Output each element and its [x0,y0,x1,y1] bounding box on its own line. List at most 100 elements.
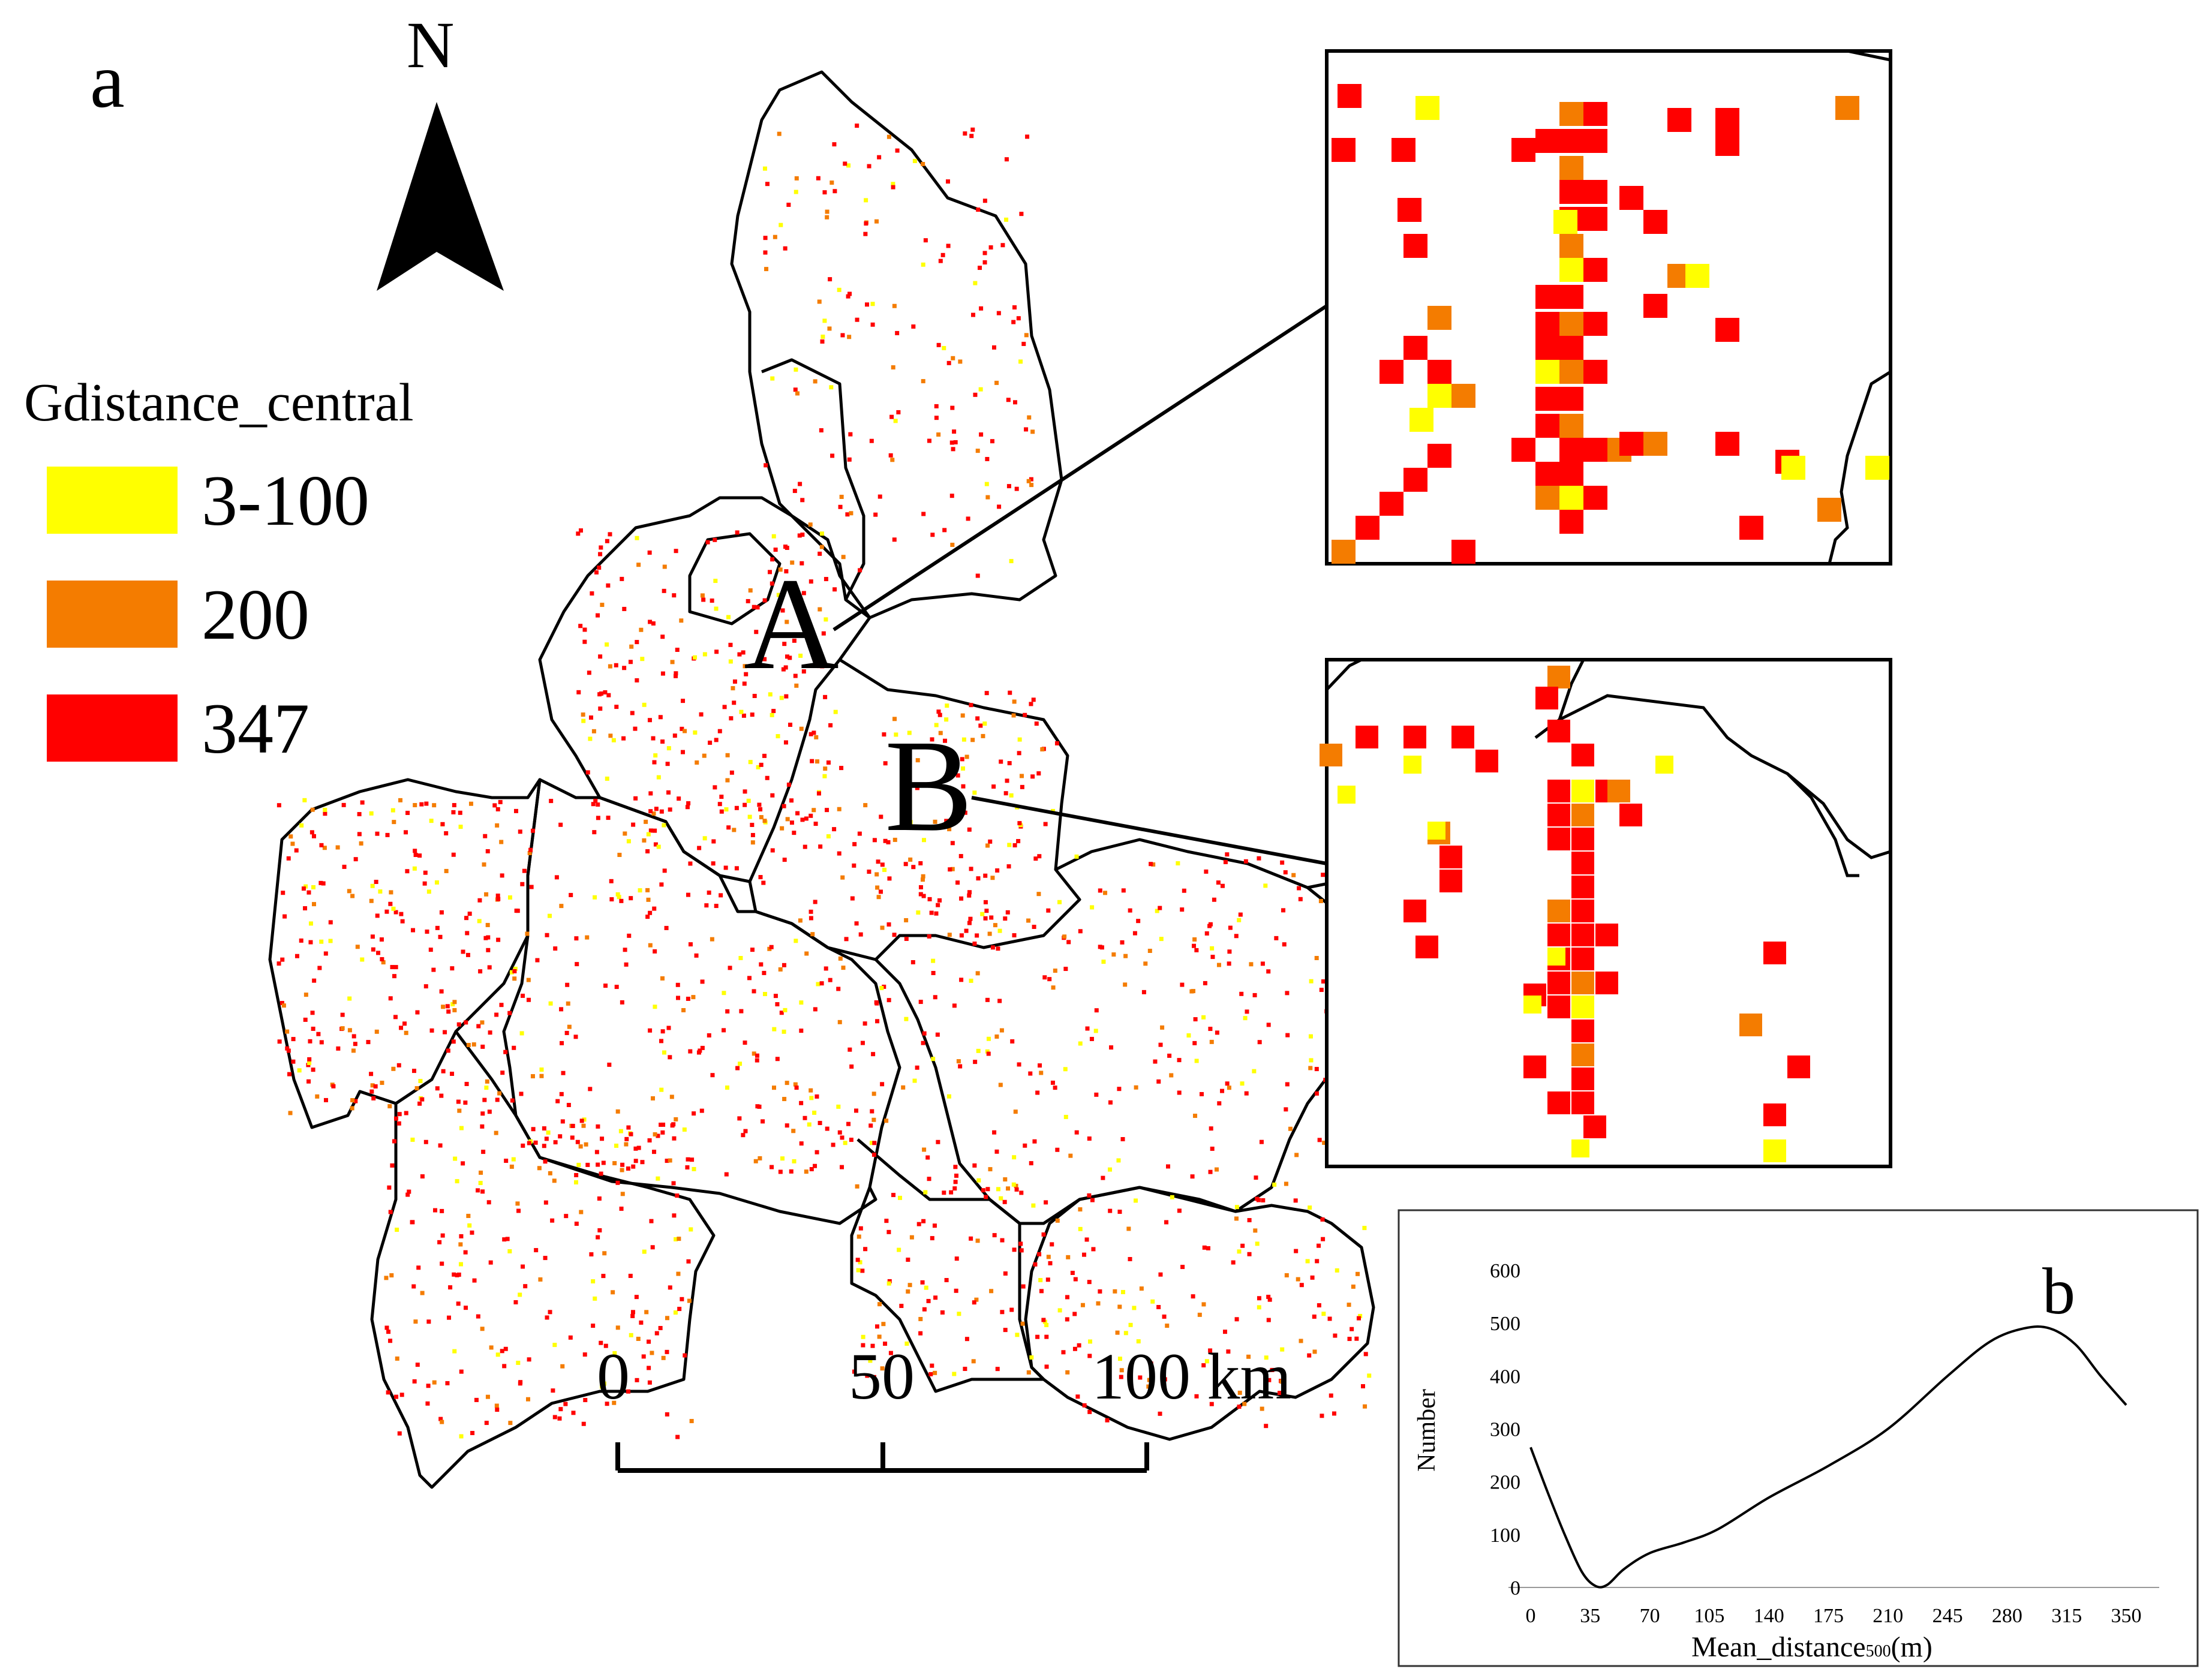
distance-cell [425,929,429,934]
distance-cell [729,716,734,721]
distance-cell [495,807,500,811]
distance-cell [992,1130,997,1135]
distance-cell [930,1236,934,1241]
distance-cell [692,1111,696,1116]
distance-cell [451,810,456,814]
distance-cell [1013,1109,1018,1114]
distance-cell [1199,1091,1204,1096]
distance-cell [912,1078,917,1083]
distance-cell [816,791,821,796]
distance-cell [1038,1063,1042,1068]
distance-cell [882,732,886,737]
distance-cell [878,889,883,894]
distance-cell [518,1381,522,1386]
distance-cell [635,1378,639,1382]
distance-cell [486,935,491,940]
distance-cell [845,512,850,517]
distance-cell [1006,398,1011,402]
distance-cell [950,867,955,871]
distance-cell [911,324,916,329]
distance-cell [901,1085,906,1090]
distance-cell [518,829,522,834]
distance-cell [1134,1085,1138,1090]
distance-cell [635,678,639,682]
distance-cell [502,1237,507,1242]
distance-cell [1023,712,1027,717]
distance-cell [397,1112,402,1117]
distance-cell [319,843,324,847]
distance-cell [286,856,291,861]
distance-cell [856,1268,861,1273]
distance-cell [902,756,907,760]
distance-cell [405,810,410,815]
distance-cell [1028,1071,1033,1076]
distance-cell [459,1126,464,1130]
distance-cell [1117,1087,1122,1091]
distance-cell [1047,977,1052,982]
distance-cell [1003,1271,1008,1276]
distance-cell [907,730,912,735]
distance-cell [1285,1082,1290,1087]
distance-cell [954,1256,959,1261]
distance-cell [1078,929,1083,934]
distance-cell [482,1097,487,1102]
distance-cell [800,498,805,503]
distance-cell [628,1273,633,1278]
distance-cell [1132,1306,1137,1310]
distance-cell [658,715,663,720]
distance-cell [783,665,788,670]
distance-cell [527,850,532,855]
distance-cell [1182,1379,1187,1384]
distance-cell [958,1064,963,1069]
distance-cell [1113,1289,1117,1294]
distance-cell [825,808,830,813]
distance-cell [874,872,879,877]
distance-cell [393,910,398,915]
distance-cell [728,642,733,647]
distance-cell [918,1331,923,1336]
distance-cell [464,1306,468,1310]
distance-cell [1310,1275,1315,1280]
distance-cell [399,912,404,916]
zoom-line-a [832,304,1328,631]
inset-cell [1643,294,1667,318]
distance-cell [634,1295,639,1300]
distance-cell [420,1291,425,1295]
distance-cell [759,815,764,820]
distance-cell [770,712,774,717]
distance-cell [714,904,719,909]
inset-cell [1547,828,1570,850]
distance-cell [701,597,706,602]
inset-cell [1535,360,1559,384]
distance-cell [645,915,650,919]
distance-cell [496,897,501,901]
distance-cell [375,913,380,918]
distance-cell [975,1238,980,1243]
inset-cell [1403,900,1426,922]
distance-cell [605,539,609,543]
distance-cell [513,966,518,971]
inset-cell [1451,726,1474,748]
distance-cell [978,266,982,270]
distance-cell [1111,952,1116,957]
distance-cell [609,879,614,883]
distance-cell [1012,400,1017,405]
distance-cell [1046,908,1051,913]
distance-cell [312,978,317,983]
distance-cell [906,1258,910,1262]
distance-cell [813,1007,818,1012]
distance-cell [809,1167,814,1172]
distance-cell [772,1085,777,1090]
distance-cell [792,489,797,494]
distance-cell [521,993,525,998]
distance-cell [529,885,534,889]
inset-cell [1535,312,1559,336]
distance-cell [918,1000,923,1005]
distance-cell [1010,1039,1015,1044]
distance-cell [471,1042,476,1047]
chart-frame [1397,1209,2199,1667]
distance-cell [1207,924,1212,928]
distance-cell [307,1060,312,1065]
distance-cell [1176,861,1180,866]
distance-cell [1019,1190,1024,1195]
